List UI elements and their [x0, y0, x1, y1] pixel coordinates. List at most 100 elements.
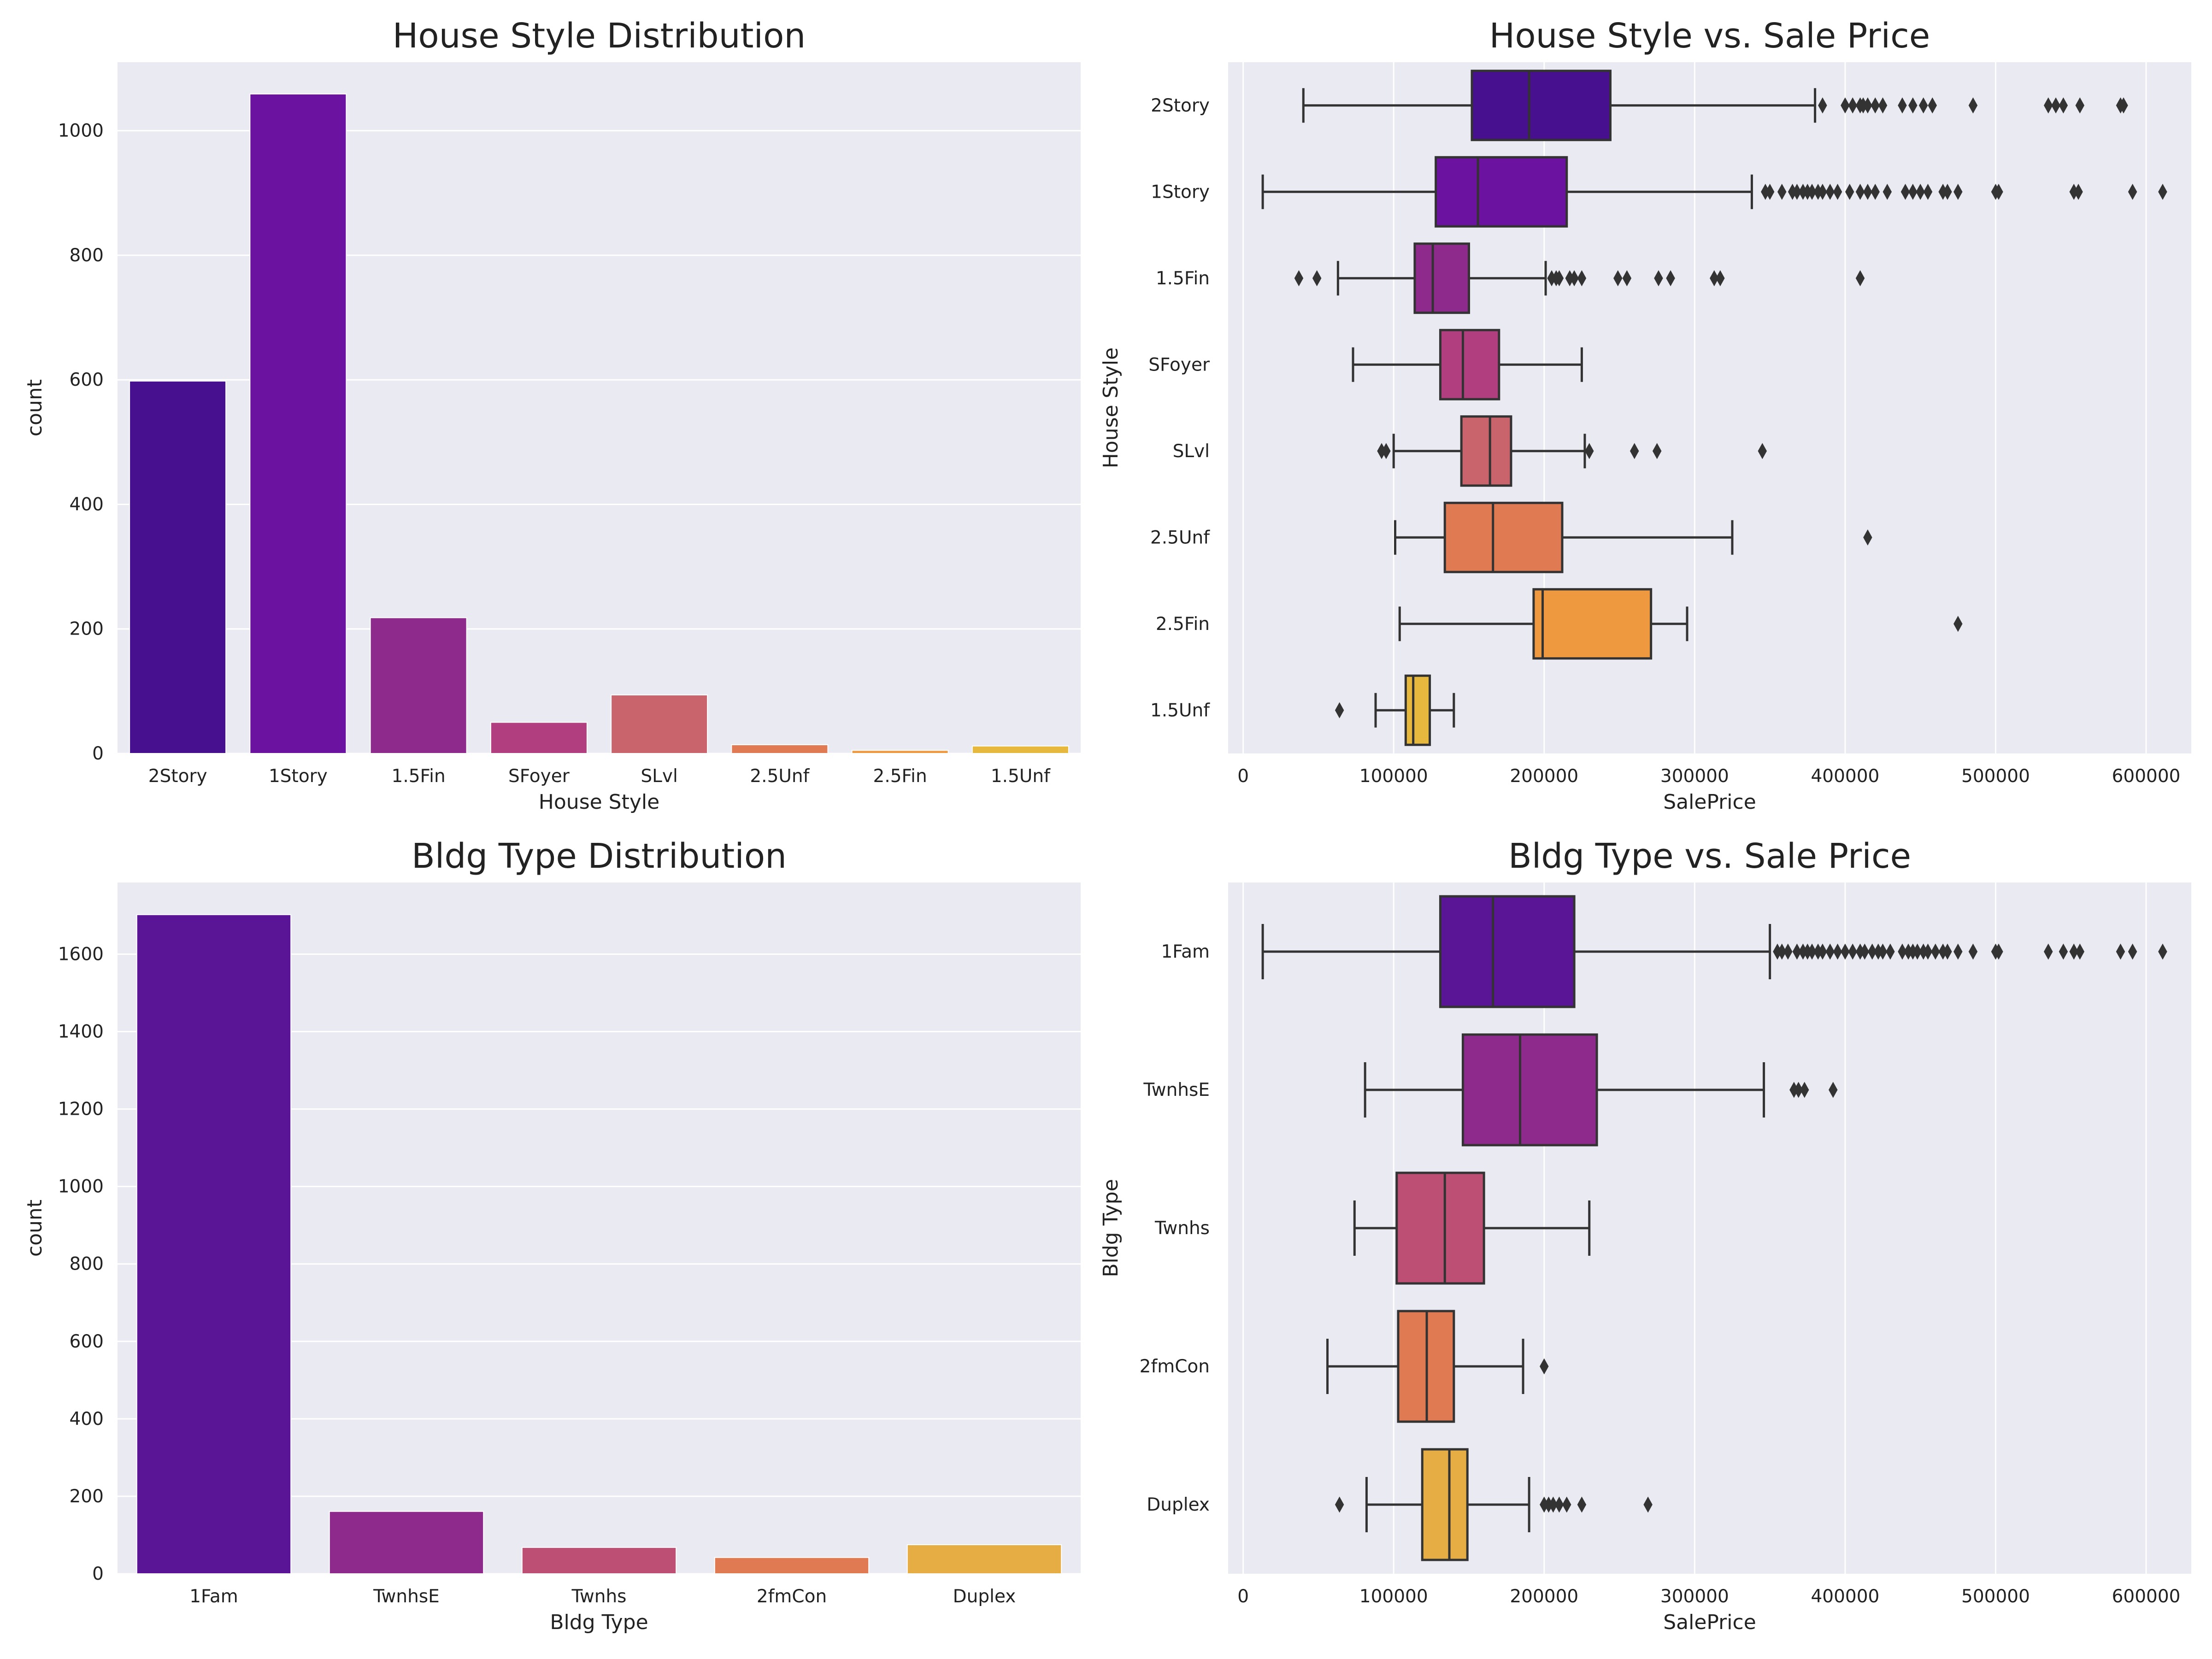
outlier-point [1335, 1496, 1344, 1513]
outlier-point [1540, 1496, 1549, 1513]
outlier-point [1908, 183, 1918, 200]
outlier-point [1855, 183, 1865, 200]
bar-1-5fin [370, 617, 467, 754]
outlier-point [1773, 943, 1782, 960]
outlier-point [1654, 270, 1663, 287]
outlier-point [1788, 183, 1797, 200]
x-tick-label: 200000 [1510, 766, 1578, 787]
outlier-point [1904, 943, 1913, 960]
bar-1story [249, 93, 347, 754]
iqr-box [1460, 415, 1512, 487]
y-tick-label: 800 [70, 245, 104, 266]
x-axis-label: House Style [539, 790, 659, 814]
outlier-point [1710, 270, 1719, 287]
outlier-point [2128, 183, 2137, 200]
outlier-point [1898, 943, 1907, 960]
outlier-point [1841, 943, 1850, 960]
box-sfoyer [1352, 329, 1583, 400]
chart-title: House Style vs. Sale Price [1489, 16, 1930, 56]
x-tick-label: TwnhsE [373, 1586, 440, 1607]
outlier-point [1928, 97, 1937, 114]
outlier-point [2074, 183, 2083, 200]
outlier-point [1800, 1082, 1809, 1098]
x-tick-label: 300000 [1660, 1586, 1729, 1607]
y-tick-label: 1.5Fin [1156, 268, 1210, 289]
outlier-point [1953, 943, 1963, 960]
outlier-point [1562, 1496, 1571, 1513]
outlier-point [1863, 529, 1872, 546]
y-tick-label: 400 [70, 1409, 104, 1430]
x-tick-label: SLvl [641, 766, 677, 787]
y-tick-label: 1400 [58, 1022, 104, 1042]
outlier-point [1807, 183, 1817, 200]
outlier-point [1968, 943, 1978, 960]
outlier-point [1294, 270, 1304, 287]
outlier-point [2128, 943, 2137, 960]
iqr-box [1404, 674, 1431, 746]
outlier-point [1871, 183, 1880, 200]
bar-duplex [906, 1544, 1062, 1575]
outlier-point [2044, 97, 2053, 114]
outlier-point [1622, 270, 1632, 287]
x-tick-label: 0 [1237, 1586, 1249, 1607]
outlier-point [1798, 943, 1808, 960]
outlier-point [1783, 943, 1793, 960]
outlier-point [1577, 270, 1587, 287]
outlier-point [2059, 943, 2068, 960]
box-twnhs [1353, 1171, 1591, 1285]
x-tick-label: 1.5Fin [392, 766, 446, 787]
x-tick-label: 1Fam [189, 1586, 238, 1607]
outlier-point [1825, 943, 1835, 960]
outlier-point [1833, 183, 1842, 200]
y-tick-label: 1.5Unf [1150, 700, 1210, 721]
outlier-point [2059, 97, 2068, 114]
outlier-point [1994, 943, 2003, 960]
outlier-point [1565, 270, 1575, 287]
outlier-point [1923, 943, 1933, 960]
outlier-point [1554, 270, 1564, 287]
outlier-point [1758, 443, 1767, 459]
y-tick-label: 600 [70, 370, 104, 390]
outlier-point [1577, 1496, 1587, 1513]
outlier-point [1943, 943, 1952, 960]
outlier-point [1794, 1082, 1803, 1098]
outlier-point [2075, 943, 2085, 960]
bldg-type-count-chart: 0 200 400 600 800 1000 1200 1400 1600 1Fam TwnhsE T… [23, 836, 1081, 1634]
bar-2-5fin [851, 750, 949, 754]
outlier-point [1848, 97, 1857, 114]
iqr-box [1435, 156, 1568, 228]
y-tick-label: 1000 [58, 121, 104, 141]
y-tick-label: 1Story [1151, 182, 1210, 202]
iqr-box [1443, 501, 1564, 573]
y-tick-label: 400 [70, 494, 104, 515]
x-tick-label: SFoyer [508, 766, 570, 787]
house-style-count-chart: 0 200 400 600 800 1000 2Story 1Story 1.5Fin SFoye… [23, 16, 1081, 814]
box-1-5fin [1294, 242, 1865, 314]
iqr-box [1439, 329, 1500, 400]
outlier-point [1855, 270, 1865, 287]
outlier-point [1943, 183, 1952, 200]
outlier-point [1554, 1496, 1564, 1513]
y-tick-label: 1600 [58, 944, 104, 965]
outlier-point [1813, 183, 1823, 200]
outlier-point [1792, 943, 1802, 960]
y-tick-label: 2.5Unf [1150, 527, 1210, 548]
box-2story [1302, 70, 2128, 141]
bar-1-5unf [971, 745, 1069, 754]
iqr-box [1421, 1448, 1469, 1561]
x-tick-label: 300000 [1660, 766, 1729, 787]
outlier-point [1792, 183, 1802, 200]
outlier-point [1630, 443, 1639, 459]
box-1story [1261, 156, 2167, 228]
y-tick-label: 2fmCon [1140, 1356, 1210, 1377]
outlier-point [2158, 183, 2167, 200]
x-tick-label: 1Story [269, 766, 328, 787]
outlier-point [2116, 943, 2125, 960]
outlier-point [1798, 183, 1808, 200]
y-tick-label: Duplex [1147, 1494, 1210, 1515]
outlier-point [1923, 183, 1933, 200]
y-tick-label: 2.5Fin [1156, 614, 1210, 635]
y-tick-label: Twnhs [1154, 1218, 1210, 1239]
iqr-box [1439, 895, 1576, 1008]
